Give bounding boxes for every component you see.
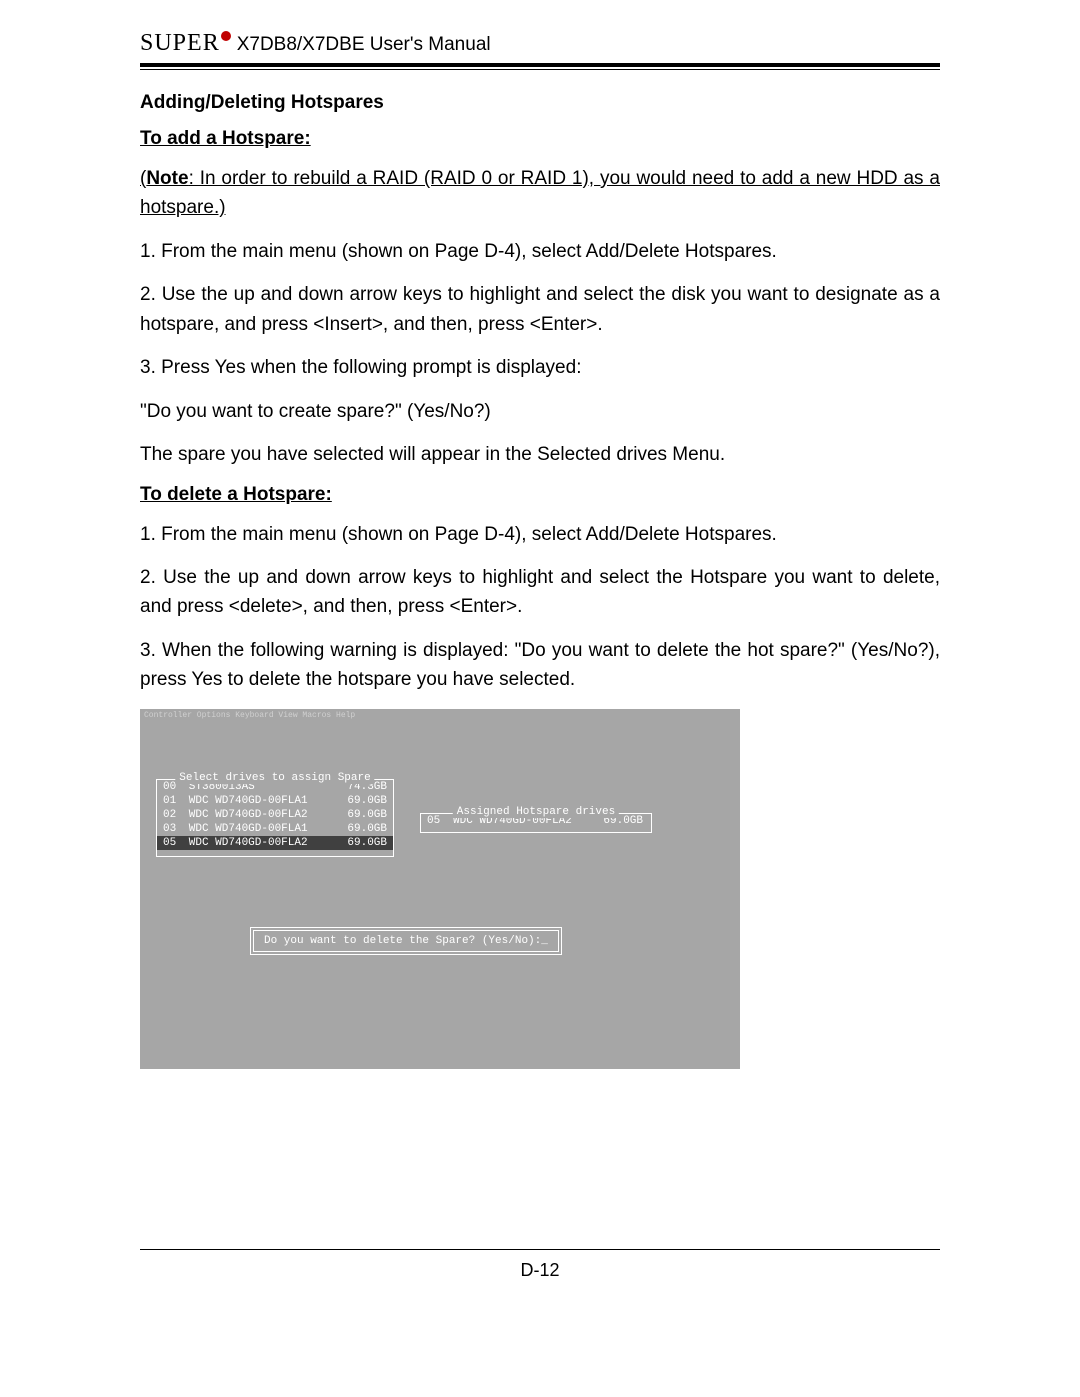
header-rule-thin [140,69,940,70]
section-title: Adding/Deleting Hotspares [140,92,940,114]
add-hotspare-note: (Note: In order to rebuild a RAID (RAID … [140,164,940,223]
note-text: (Note: In order to rebuild a RAID (RAID … [140,168,940,218]
add-step-3b: "Do you want to create spare?" (Yes/No?) [140,397,940,426]
del-step-1: 1. From the main menu (shown on Page D-4… [140,520,940,549]
manual-page: SUPER X7DB8/X7DBE User's Manual Adding/D… [0,0,1080,1321]
assigned-drives-panel: Assigned Hotspare drives 05WDC WD740GD-0… [420,813,652,833]
add-hotspare-title: To add a Hotspare: [140,128,940,150]
select-drives-title: Select drives to assign Spare [175,772,374,784]
drive-idx: 03 [163,822,189,836]
drive-row: 01WDC WD740GD-00FLA169.0GB [157,794,393,808]
add-step-1: 1. From the main menu (shown on Page D-4… [140,237,940,266]
add-step-2: 2. Use the up and down arrow keys to hig… [140,280,940,339]
page-number: D-12 [140,1260,940,1281]
drive-row: 05WDC WD740GD-00FLA269.0GB [157,836,393,850]
drive-name: WDC WD740GD-00FLA1 [189,794,338,808]
add-step-3c: The spare you have selected will appear … [140,440,940,469]
del-step-3: 3. When the following warning is display… [140,636,940,695]
footer-rule [140,1249,940,1250]
drive-idx: 01 [163,794,189,808]
drive-idx: 05 [163,836,189,850]
del-step-2: 2. Use the up and down arrow keys to hig… [140,563,940,622]
drive-size: 69.0GB [337,808,387,822]
delete-spare-prompt: Do you want to delete the Spare? (Yes/No… [250,927,562,955]
bios-screenshot: Controller Options Keyboard View Macros … [140,709,740,1069]
note-label: Note [146,168,188,189]
brand-logo: SUPER [140,30,231,57]
assigned-drives-title: Assigned Hotspare drives [453,806,619,818]
drive-row: 03WDC WD740GD-00FLA169.0GB [157,822,393,836]
brand-text: SUPER [140,30,220,56]
drive-size: 69.0GB [337,822,387,836]
drive-idx: 02 [163,808,189,822]
page-header: SUPER X7DB8/X7DBE User's Manual [140,30,940,57]
drive-name: WDC WD740GD-00FLA1 [189,822,338,836]
add-step-3a: 3. Press Yes when the following prompt i… [140,353,940,382]
bios-menu-bar: Controller Options Keyboard View Macros … [140,709,740,722]
select-drives-panel: Select drives to assign Spare 00ST380013… [156,779,394,857]
drive-idx: 05 [427,814,453,828]
prompt-text: Do you want to delete the Spare? (Yes/No… [264,935,548,947]
drive-size: 69.0GB [337,836,387,850]
delete-hotspare-title: To delete a Hotspare: [140,484,940,506]
drive-name: WDC WD740GD-00FLA2 [189,808,338,822]
note-body: : In order to rebuild a RAID (RAID 0 or … [140,168,940,218]
drive-size: 69.0GB [337,794,387,808]
header-rule-thick [140,63,940,67]
drive-name: WDC WD740GD-00FLA2 [189,836,338,850]
manual-title: X7DB8/X7DBE User's Manual [237,34,491,56]
brand-dot-icon [221,31,231,41]
drive-row: 02WDC WD740GD-00FLA269.0GB [157,808,393,822]
